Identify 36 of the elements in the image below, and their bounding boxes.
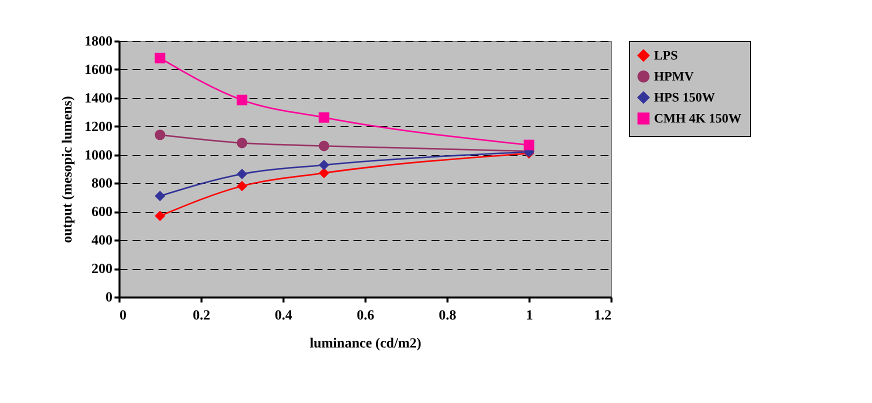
x-tick-label: 1 [526, 308, 533, 324]
y-axis-title: output (mesopic lumens) [60, 96, 76, 244]
point [318, 112, 330, 123]
point [318, 160, 330, 170]
point [236, 168, 248, 180]
y-tick-label: 1800 [84, 34, 112, 50]
legend-label: CMH 4K 150W [654, 110, 742, 126]
point [318, 168, 330, 178]
y-tick-label: 1200 [84, 120, 112, 135]
point [154, 130, 166, 140]
x-tick-label: 0.2 [192, 308, 210, 324]
point [236, 138, 248, 148]
y-tick-label: 1600 [84, 62, 112, 78]
y-tick-label: 200 [92, 262, 112, 278]
point [236, 180, 248, 192]
legend-label: HPMV [654, 68, 694, 84]
point [318, 140, 330, 152]
y-tick-label: 800 [92, 176, 112, 192]
point [154, 190, 166, 202]
y-tick-label: 1000 [84, 148, 112, 164]
x-tick-label: 0.6 [356, 308, 374, 324]
legend-label: HPS 150W [654, 90, 716, 104]
y-tick-label: 400 [92, 234, 112, 249]
y-tick-label: 600 [92, 205, 112, 220]
x-tick-label: 1.2 [594, 308, 612, 324]
point [154, 52, 166, 64]
legend-label: LPS [654, 48, 678, 62]
y-tick-label: 1400 [84, 91, 112, 106]
x-tick-label: 0.8 [438, 308, 456, 324]
point [236, 94, 248, 106]
point [154, 210, 166, 222]
x-tick-label: 0.4 [274, 308, 292, 324]
x-tick-label: 0 [120, 308, 126, 324]
y-tick-label: 0 [106, 290, 112, 306]
point [524, 140, 534, 150]
x-axis-title: luminance (cd/m2) [310, 336, 422, 352]
